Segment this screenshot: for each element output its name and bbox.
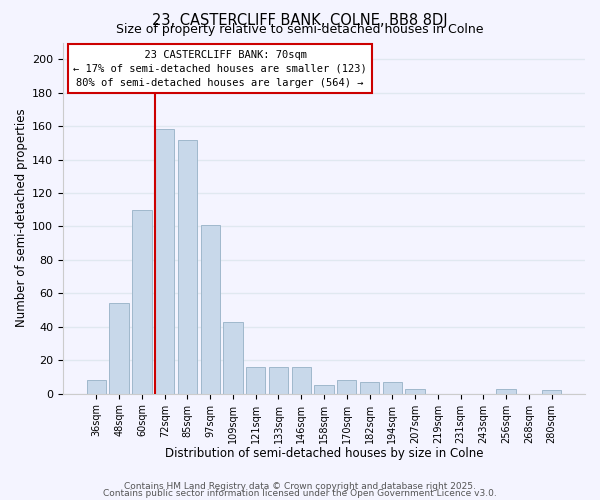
Bar [155, 130, 175, 394]
Bar [200, 225, 220, 394]
Bar [223, 322, 242, 394]
Text: 23 CASTERCLIFF BANK: 70sqm
← 17% of semi-detached houses are smaller (123)
80% o: 23 CASTERCLIFF BANK: 70sqm ← 17% of semi… [73, 50, 367, 88]
Text: Contains HM Land Registry data © Crown copyright and database right 2025.: Contains HM Land Registry data © Crown c… [124, 482, 476, 491]
Text: Contains public sector information licensed under the Open Government Licence v3: Contains public sector information licen… [103, 490, 497, 498]
Bar [314, 386, 334, 394]
X-axis label: Distribution of semi-detached houses by size in Colne: Distribution of semi-detached houses by … [165, 447, 483, 460]
Bar [337, 380, 356, 394]
Bar [542, 390, 561, 394]
Bar [360, 382, 379, 394]
Bar [383, 382, 402, 394]
Bar [132, 210, 152, 394]
Bar [269, 367, 288, 394]
Bar [246, 367, 265, 394]
Bar [109, 304, 129, 394]
Bar [178, 140, 197, 394]
Bar [406, 388, 425, 394]
Text: 23, CASTERCLIFF BANK, COLNE, BB8 8DJ: 23, CASTERCLIFF BANK, COLNE, BB8 8DJ [152, 12, 448, 28]
Bar [496, 388, 516, 394]
Text: Size of property relative to semi-detached houses in Colne: Size of property relative to semi-detach… [116, 22, 484, 36]
Bar [292, 367, 311, 394]
Bar [87, 380, 106, 394]
Y-axis label: Number of semi-detached properties: Number of semi-detached properties [15, 109, 28, 328]
